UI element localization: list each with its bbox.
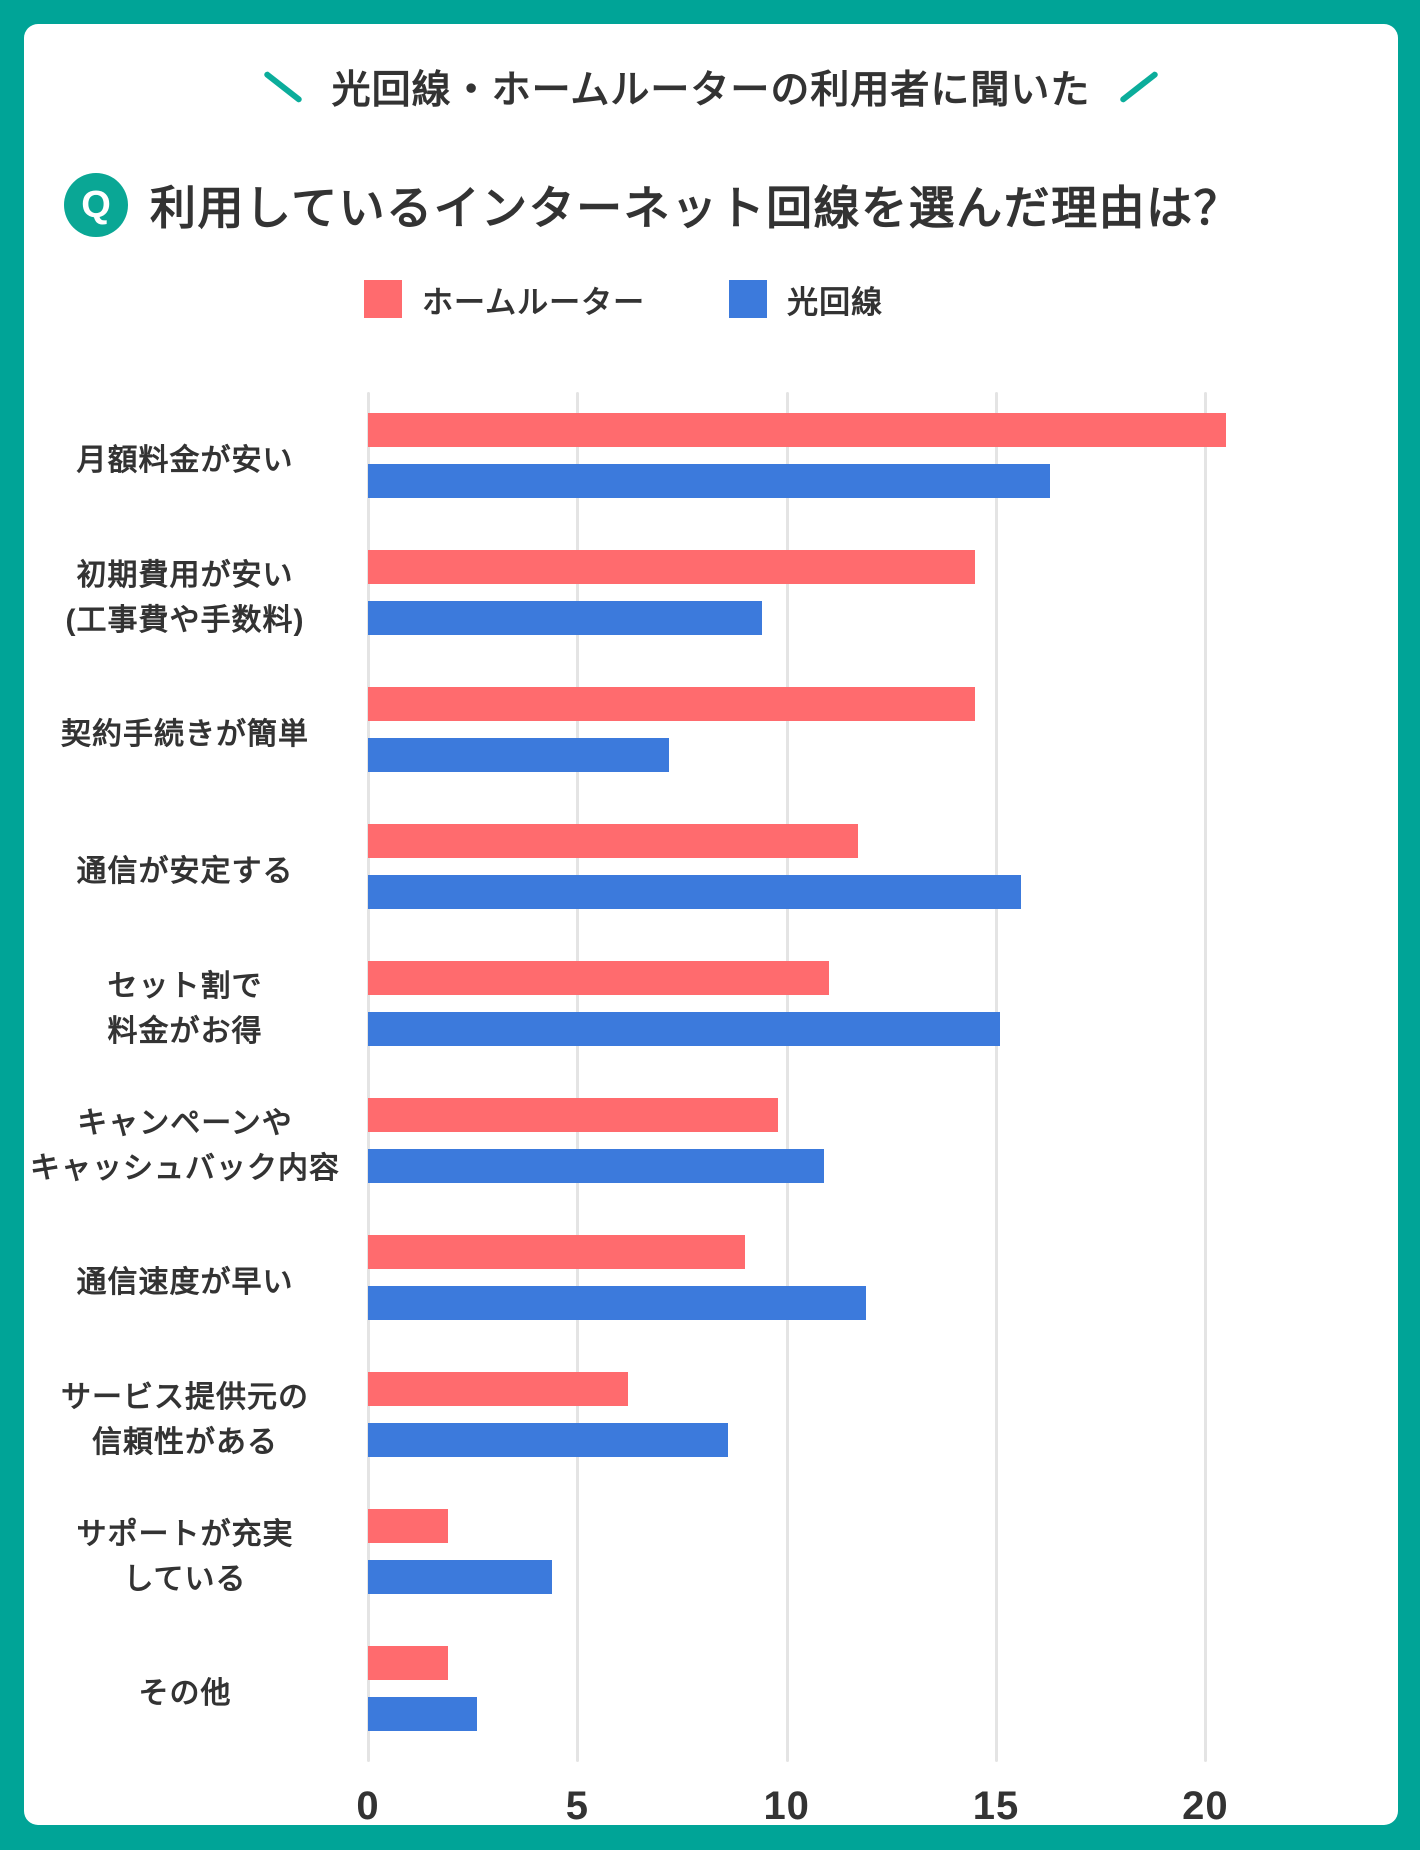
bar-group: [368, 1214, 1398, 1351]
chart-row: その他: [24, 1625, 1398, 1762]
bar-group: [368, 529, 1398, 666]
bar-group: [368, 1488, 1398, 1625]
bar-光回線: [368, 875, 1022, 909]
bar-group: [368, 803, 1398, 940]
bar-ホームルーター: [368, 1509, 448, 1543]
category-label: 契約手続きが簡単: [61, 718, 309, 751]
legend-swatch-fiber: [729, 280, 768, 318]
chart-row: 通信が安定する: [24, 803, 1398, 940]
x-axis: 0 5 10 15 20: [356, 1776, 1398, 1832]
header-catch-text: 光回線・ホームルーターの利用者に聞いた: [331, 69, 1091, 112]
x-axis-tick-15: 15: [972, 1784, 1020, 1828]
bar-ホームルーター: [368, 413, 1227, 447]
chart-row: サポートが充実 している: [24, 1488, 1398, 1625]
category-label: その他: [138, 1677, 232, 1710]
category-label: 初期費用が安い (工事費や手数料): [65, 558, 305, 637]
bar-chart: 月額料金が安い初期費用が安い (工事費や手数料) 契約手続きが簡単 通信が安定するセッ…: [24, 392, 1398, 1762]
gridline-15: [995, 392, 999, 1762]
slash-right-icon: [1119, 70, 1160, 104]
category-label: 通信が安定する: [76, 855, 294, 888]
bar-光回線: [368, 738, 670, 772]
chart-row: 月額料金が安い: [24, 392, 1398, 529]
legend-item-fiber: 光回線: [729, 277, 883, 322]
bar-group: [368, 666, 1398, 803]
gridline-20: [1204, 392, 1208, 1762]
bar-group: [368, 1351, 1398, 1488]
bar-ホームルーター: [368, 1646, 448, 1680]
bar-group: [368, 1625, 1398, 1762]
legend-label-home-router: ホームルーター: [422, 284, 646, 320]
page-title: 利用しているインターネット回線を選んだ理由は？: [150, 182, 1242, 234]
chart-row: 契約手続きが簡単: [24, 666, 1398, 803]
gridline-5: [576, 392, 580, 1762]
bar-ホームルーター: [368, 1235, 745, 1269]
bar-光回線: [368, 464, 1051, 498]
category-label: セット割で 料金がお得: [107, 969, 263, 1048]
x-axis-tick-5: 5: [565, 1784, 589, 1828]
card: 光回線・ホームルーターの利用者に聞いた Q 利用しているインターネット回線を選ん…: [24, 24, 1398, 1828]
x-axis-tick-10: 10: [763, 1784, 810, 1828]
bar-ホームルーター: [368, 824, 858, 858]
slash-left-icon: [262, 70, 303, 104]
category-label: サポートが充実 している: [76, 1517, 294, 1596]
bar-光回線: [368, 1286, 867, 1320]
chart-row: 通信速度が早い: [24, 1214, 1398, 1351]
title-row: Q 利用しているインターネット回線を選んだ理由は？: [24, 172, 1398, 238]
bar-ホームルーター: [368, 687, 976, 721]
category-label: キャンペーンや キャッシュバック内容: [30, 1106, 340, 1185]
header-catch-line: 光回線・ホームルーターの利用者に聞いた: [24, 62, 1398, 112]
category-label: 通信速度が早い: [76, 1266, 294, 1299]
gridline-0: [367, 392, 370, 1762]
bar-光回線: [368, 1697, 477, 1731]
category-label: サービス提供元の 信頼性がある: [61, 1380, 309, 1459]
bar-光回線: [368, 601, 762, 635]
legend-item-home-router: ホームルーター: [364, 277, 645, 322]
bar-光回線: [368, 1149, 825, 1183]
x-axis-tick-20: 20: [1182, 1784, 1229, 1828]
question-badge: Q: [64, 173, 128, 237]
grid-layer: [367, 392, 1398, 1762]
bar-光回線: [368, 1423, 729, 1457]
x-axis-tick-0: 0: [356, 1784, 380, 1828]
category-label: 月額料金が安い: [76, 444, 294, 477]
bar-ホームルーター: [368, 1372, 628, 1406]
chart-row: サービス提供元の 信頼性がある: [24, 1351, 1398, 1488]
chart-legend: ホームルーター 光回線: [364, 280, 1398, 320]
bar-group: [368, 392, 1398, 529]
legend-swatch-home-router: [364, 280, 402, 318]
bar-ホームルーター: [368, 961, 829, 995]
chart-rows: 月額料金が安い初期費用が安い (工事費や手数料) 契約手続きが簡単 通信が安定するセッ…: [24, 392, 1398, 1762]
bar-group: [368, 940, 1398, 1077]
bar-光回線: [368, 1560, 553, 1594]
bar-光回線: [368, 1012, 1001, 1046]
legend-label-fiber: 光回線: [787, 284, 884, 320]
bar-ホームルーター: [368, 1098, 779, 1132]
bar-ホームルーター: [368, 550, 976, 584]
gridline-10: [785, 392, 789, 1762]
bar-group: [368, 1077, 1398, 1214]
chart-row: セット割で 料金がお得: [24, 940, 1398, 1077]
chart-row: 初期費用が安い (工事費や手数料): [24, 529, 1398, 666]
chart-row: キャンペーンや キャッシュバック内容: [24, 1077, 1398, 1214]
